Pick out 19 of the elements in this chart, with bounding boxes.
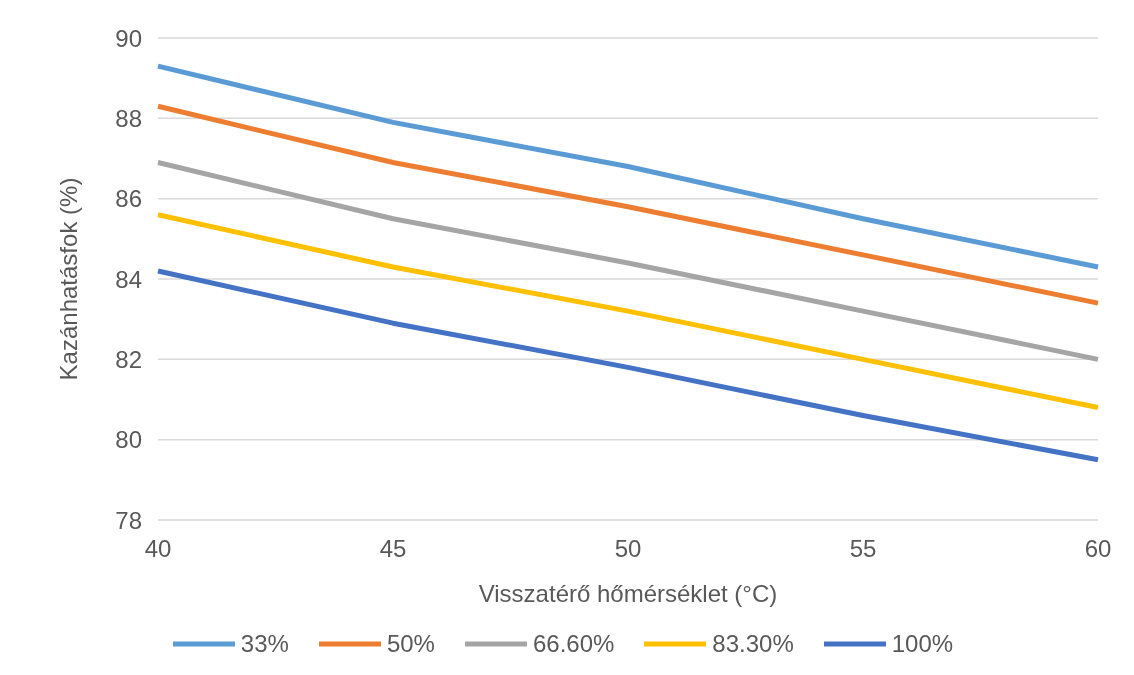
- x-tick-label: 45: [379, 535, 407, 563]
- y-tick-label: 86: [115, 185, 142, 213]
- x-axis-title: Visszatérő hőmérséklet (°C): [478, 580, 778, 607]
- y-tick-label: 78: [115, 506, 142, 534]
- x-tick-label: 40: [144, 535, 172, 563]
- x-tick-label: 60: [1084, 535, 1112, 563]
- y-tick-label: 82: [115, 345, 142, 373]
- y-tick-label: 90: [115, 24, 142, 52]
- y-axis-title: Kazánhatásfok (%): [54, 177, 82, 381]
- legend-label: 50%: [386, 630, 435, 658]
- legend-label: 83.30%: [712, 630, 794, 658]
- y-tick-label: 84: [115, 265, 142, 293]
- legend-label: 100%: [891, 630, 954, 658]
- legend-label: 66.60%: [532, 630, 615, 658]
- x-tick-label: 50: [614, 535, 642, 563]
- y-tick-label: 80: [115, 426, 142, 454]
- x-tick-label: 55: [849, 535, 877, 563]
- legend-label: 33%: [240, 630, 289, 658]
- y-tick-label: 88: [115, 104, 142, 132]
